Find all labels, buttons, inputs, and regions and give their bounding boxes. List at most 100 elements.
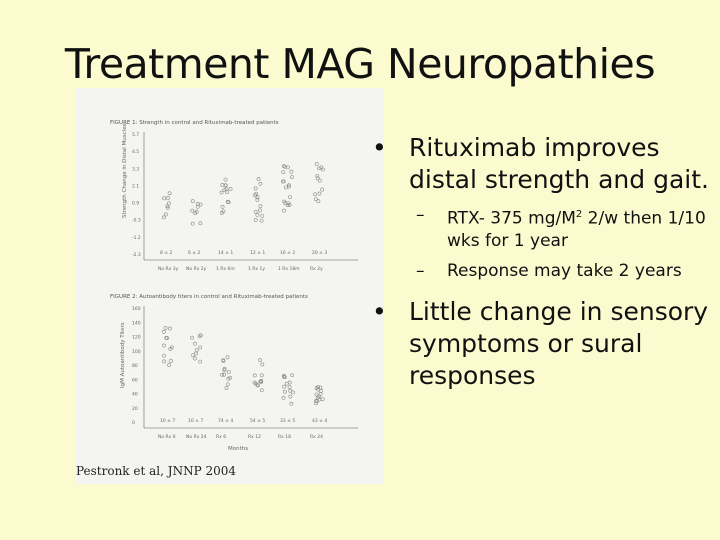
scatter-point (167, 191, 172, 196)
scatter-point (257, 208, 262, 213)
scatter-point (259, 388, 264, 393)
scatter-point (259, 218, 264, 223)
scatter-point (253, 186, 258, 191)
fig2-tick-label: 40 (132, 392, 138, 398)
scatter-point (258, 204, 263, 209)
scatter-point (259, 373, 264, 378)
fig2-ylabel: IgM Autoantibody Titers (120, 322, 126, 388)
scatter-point (198, 202, 203, 207)
fig1-count-label: 16 ± 2 (280, 250, 295, 256)
scatter-point (314, 162, 319, 166)
dosage-text-a: RTX- 375 mg/M (447, 208, 576, 229)
scatter-point (163, 326, 168, 330)
fig2-caption: FIGURE 2: Autoantibody titers in control… (110, 294, 308, 300)
scatter-point (283, 185, 288, 190)
fig1-count-label: 20 ± 3 (312, 250, 327, 256)
fig1-ylabel: Strength Change in Distal Muscles (122, 123, 128, 218)
scanned-figure: FIGURE 1: Strength in control and Rituxi… (76, 88, 384, 484)
scatter-point (317, 191, 322, 196)
scatter-point (222, 368, 227, 373)
scatter-point (223, 177, 228, 182)
scatter-point (167, 363, 171, 367)
dash-marker: – (416, 205, 425, 225)
fig2-count-label: 54 ± 5 (250, 418, 265, 424)
scatter-point (161, 215, 166, 220)
bullet-marker: • (372, 133, 387, 162)
scatter-point (198, 333, 203, 338)
scatter-point (253, 381, 258, 386)
fig1-tick-label: 3.3 (132, 166, 139, 172)
slide-title: Treatment MAG Neuropathies (64, 40, 656, 88)
scatter-point (289, 169, 294, 174)
fig1-count-label: 8 ± 2 (160, 250, 172, 256)
fig2-group-label: Rx 12 (248, 434, 261, 440)
scatter-point (315, 176, 320, 181)
scatter-point (195, 204, 200, 209)
fig2-count-label: 33 ± 5 (280, 418, 295, 424)
scatter-point (228, 187, 233, 191)
fig2-group-label: No Rx 6 (158, 434, 176, 440)
fig2-tick-label: 120 (132, 335, 141, 341)
scatter-point (313, 192, 317, 197)
scatter-point (258, 181, 263, 186)
subbullet-response: – Response may take 2 years (372, 260, 712, 282)
scatter-point (317, 166, 321, 171)
fig1-group-label: No Rx 3y (158, 266, 179, 272)
scatter-point (221, 209, 226, 214)
scatter-point (281, 208, 286, 213)
scatter-point (314, 386, 319, 391)
scatter-point (166, 196, 170, 200)
response-text: Response may take 2 years (447, 260, 682, 281)
scatter-point (253, 193, 258, 198)
scatter-point (190, 221, 195, 226)
scatter-point (194, 348, 199, 353)
fig2-tick-label: 60 (132, 377, 138, 383)
scatter-point (164, 335, 169, 340)
scatter-point (287, 385, 292, 390)
scatter-point (169, 345, 174, 350)
scatter-point (255, 197, 260, 202)
scatter-point (313, 197, 318, 202)
fig1-tick-label: 0.9 (132, 201, 139, 207)
scatter-point (226, 376, 231, 381)
figure-2: FIGURE 2: Autoantibody titers in control… (110, 294, 358, 452)
scatter-point (163, 212, 168, 217)
scatter-point (191, 353, 195, 358)
fig2-count-label: 10 ± 7 (160, 418, 175, 424)
fig2-count-label: 10 ± 7 (188, 418, 203, 424)
fig1-group-label: Rx 2y (310, 266, 323, 272)
scatter-point (190, 208, 195, 213)
scatter-point (166, 201, 171, 206)
scatter-point (286, 201, 291, 206)
fig2-xlabel: Months (228, 446, 248, 452)
bullet-rituximab: • Rituximab improves distal strength and… (372, 132, 712, 196)
scatter-point (198, 221, 203, 226)
scatter-point (168, 359, 173, 363)
scatter-point (222, 188, 227, 192)
scatter-point (161, 343, 166, 348)
scatter-point (282, 389, 287, 394)
scatter-point (166, 205, 170, 210)
scatter-point (290, 373, 295, 378)
scatter-point (316, 199, 321, 204)
scatter-point (197, 334, 202, 339)
scatter-point (161, 329, 166, 334)
scatter-point (315, 395, 320, 400)
scatter-point (224, 386, 229, 390)
scatter-point (198, 345, 203, 350)
figure-svg: FIGURE 1: Strength in control and Rituxi… (110, 120, 358, 452)
scatter-point (287, 380, 292, 385)
scatter-point (255, 195, 260, 200)
scatter-point (281, 395, 286, 400)
scatter-point (288, 394, 293, 399)
scatter-point (253, 218, 258, 222)
fig1-tick-label: 5.7 (132, 132, 139, 138)
scatter-point (225, 382, 230, 387)
scatter-point (320, 397, 325, 402)
subbullet-dosage: – RTX- 375 mg/M2 2/w then 1/10 wks for 1… (372, 204, 712, 252)
dosage-text-b: 2/w then 1/10 wks for 1 year (447, 208, 706, 251)
scatter-point (193, 341, 197, 346)
scatter-point (221, 359, 226, 363)
scatter-point (258, 379, 263, 384)
scatter-point (319, 165, 324, 170)
